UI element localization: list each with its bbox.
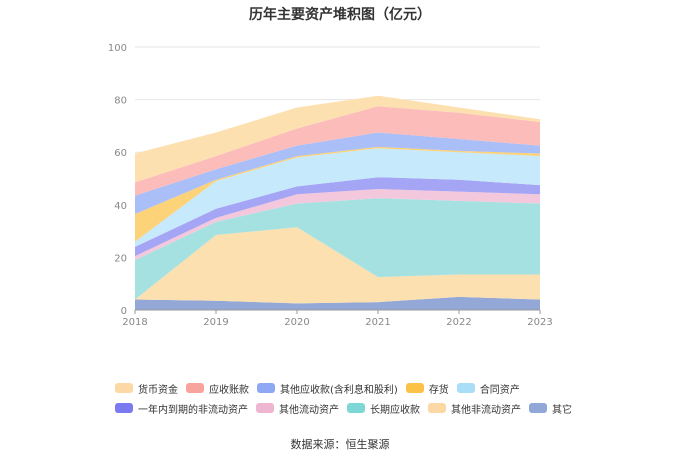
x-tick-label: 2019	[203, 317, 228, 328]
legend-item[interactable]: 长期应收款	[347, 401, 420, 416]
legend-item[interactable]: 其他应收款(含利息和股利)	[257, 381, 398, 396]
legend-swatch	[115, 403, 133, 413]
area-其他应收款(含利息和股利)	[135, 132, 540, 214]
area-其他非流动资产	[135, 227, 540, 304]
legend-label: 其它	[552, 404, 572, 416]
x-tick-label: 2018	[122, 317, 147, 328]
chart-title: 历年主要资产堆积图（亿元）	[249, 7, 431, 23]
legend-item[interactable]: 其他流动资产	[256, 401, 339, 416]
y-tick-label: 20	[114, 253, 127, 264]
legend-swatch	[257, 383, 275, 393]
y-tick-label: 40	[114, 201, 127, 212]
area-应收账款	[135, 106, 540, 196]
legend-item[interactable]: 应收账款	[186, 381, 249, 396]
legend-row: 货币资金 应收账款 其他应收款(含利息和股利) 存货 合同资产	[115, 378, 575, 398]
legend-swatch	[347, 403, 365, 413]
legend-label: 合同资产	[479, 384, 520, 396]
area-其他流动资产	[135, 189, 540, 260]
legend-label: 应收账款	[209, 384, 249, 396]
x-tick-label: 2022	[446, 317, 471, 328]
stacked-area-chart: 0 20 40 60 80 100 2018 2019 2020 2021 2022 2023	[108, 43, 553, 328]
legend-item[interactable]: 货币资金	[115, 381, 178, 396]
legend-item[interactable]: 其它	[529, 401, 572, 416]
legend-row: 一年内到期的非流动资产 其他流动资产 长期应收款 其他非流动资产 其它	[115, 398, 575, 418]
y-tick-label: 100	[108, 43, 127, 54]
legend-swatch	[256, 403, 274, 413]
legend-label: 一年内到期的非流动资产	[138, 404, 248, 416]
legend-label: 长期应收款	[370, 404, 420, 416]
y-tick-label: 60	[114, 148, 127, 159]
legend-label: 存货	[428, 384, 449, 396]
legend-label: 货币资金	[138, 384, 178, 396]
legend-swatch	[428, 403, 446, 413]
legend-label: 其他非流动资产	[451, 404, 521, 416]
legend-item[interactable]: 存货	[405, 381, 449, 396]
legend-item[interactable]: 一年内到期的非流动资产	[115, 401, 248, 416]
area-一年内到期的非流动资产	[135, 177, 540, 257]
x-tick-label: 2023	[527, 317, 552, 328]
legend-swatch	[115, 383, 133, 393]
legend-label: 其他流动资产	[279, 404, 339, 416]
x-tick-label: 2021	[365, 317, 390, 328]
area-其它	[135, 296, 540, 310]
area-长期应收款	[135, 198, 540, 300]
legend-swatch	[529, 403, 547, 413]
legend-swatch	[186, 383, 204, 393]
x-tick-label: 2020	[284, 317, 309, 328]
area-货币资金	[135, 95, 540, 183]
y-tick-label: 80	[114, 96, 127, 107]
area-合同资产	[135, 148, 540, 247]
chart-legend: 货币资金 应收账款 其他应收款(含利息和股利) 存货 合同资产一年内到期的非流动资产 其他…	[115, 378, 575, 418]
legend-item[interactable]: 其他非流动资产	[428, 401, 521, 416]
data-source-note: 数据来源：恒生聚源	[290, 438, 390, 451]
legend-swatch	[405, 383, 424, 393]
legend-item[interactable]: 合同资产	[456, 381, 520, 396]
y-tick-label: 0	[121, 306, 127, 317]
legend-label: 其他应收款(含利息和股利)	[280, 384, 398, 396]
legend-swatch	[456, 383, 475, 393]
